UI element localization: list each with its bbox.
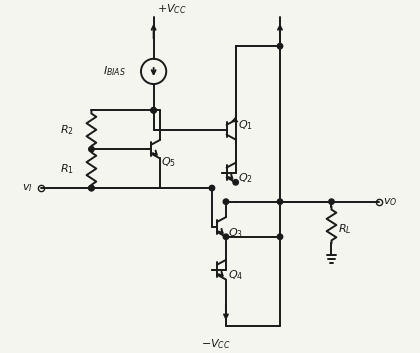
Text: $R_L$: $R_L$ — [338, 222, 352, 236]
Text: $I_{BIAS}$: $I_{BIAS}$ — [103, 65, 126, 78]
Circle shape — [223, 199, 228, 204]
Circle shape — [151, 108, 156, 113]
Circle shape — [223, 234, 228, 239]
Text: $Q_1$: $Q_1$ — [238, 118, 252, 132]
Text: $R_2$: $R_2$ — [60, 123, 74, 137]
Circle shape — [277, 199, 283, 204]
Text: $Q_4$: $Q_4$ — [228, 269, 243, 282]
Text: $Q_3$: $Q_3$ — [228, 226, 243, 240]
Circle shape — [151, 108, 156, 113]
Text: $Q_2$: $Q_2$ — [238, 172, 252, 185]
Circle shape — [277, 43, 283, 49]
Text: $v_O$: $v_O$ — [383, 196, 397, 208]
Circle shape — [233, 180, 239, 185]
Circle shape — [89, 185, 94, 191]
Text: $Q_5$: $Q_5$ — [161, 155, 176, 169]
Text: $R_1$: $R_1$ — [60, 162, 74, 175]
Circle shape — [89, 146, 94, 152]
Circle shape — [277, 234, 283, 239]
Text: $-V_{CC}$: $-V_{CC}$ — [201, 337, 231, 351]
Circle shape — [89, 185, 94, 191]
Circle shape — [329, 199, 334, 204]
Text: $v_I$: $v_I$ — [22, 182, 33, 194]
Circle shape — [209, 185, 215, 191]
Text: $+V_{CC}$: $+V_{CC}$ — [157, 2, 186, 16]
